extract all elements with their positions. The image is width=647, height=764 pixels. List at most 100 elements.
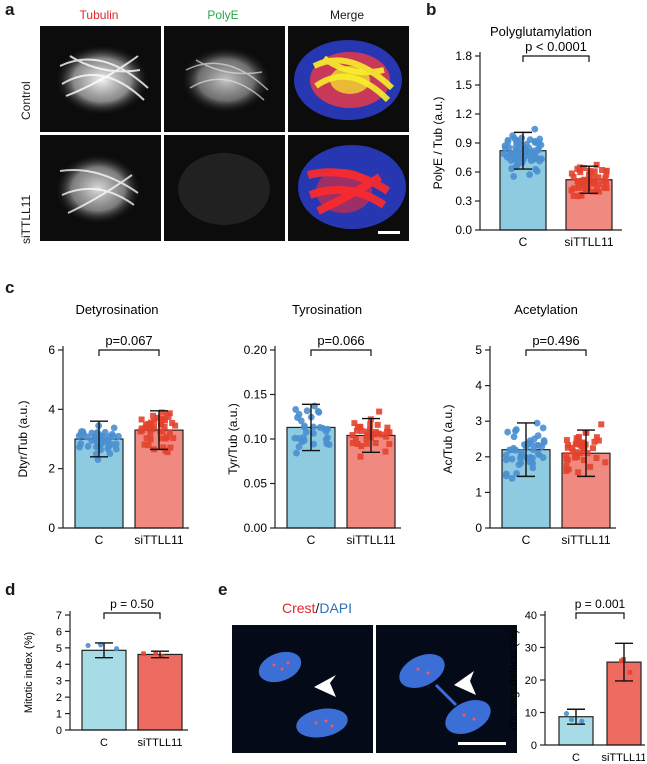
bar-control	[81, 649, 127, 731]
data-point	[358, 427, 365, 434]
data-point	[514, 137, 522, 145]
data-point	[150, 412, 157, 419]
data-point	[352, 435, 359, 442]
data-point	[533, 419, 541, 427]
y-tick-label: 0.0	[455, 223, 472, 237]
p-value-label: p=0.066	[317, 333, 364, 348]
stain-title: Crest/DAPI	[282, 600, 352, 616]
data-point	[383, 433, 390, 440]
data-point	[513, 470, 521, 477]
x-tick-label: siTTLL11	[564, 235, 613, 249]
data-point	[533, 167, 541, 175]
data-point	[322, 436, 330, 444]
chart-title: Acetylation	[514, 302, 578, 317]
data-point	[574, 178, 581, 185]
data-point	[106, 450, 114, 457]
data-point	[292, 406, 300, 413]
data-point	[563, 710, 570, 717]
data-point	[163, 434, 170, 441]
data-point	[578, 442, 585, 449]
data-point	[564, 444, 571, 451]
data-point	[77, 440, 85, 447]
data-point	[511, 151, 519, 159]
data-point	[169, 420, 176, 427]
data-point	[310, 440, 318, 448]
y-tick-label: 1.5	[455, 78, 472, 92]
micrograph-sittll11-polye	[164, 135, 285, 241]
data-point	[518, 448, 525, 456]
data-point	[109, 432, 117, 440]
chart-acetylation: Acetylation 0 1 2 3 4 5 Ac/Tub (a.u.) C siTTLL11 p…	[441, 302, 616, 547]
data-point	[349, 440, 356, 447]
p-value-label: p=0.067	[105, 333, 152, 348]
data-point	[164, 449, 171, 456]
y-axis-label: PolyE / Tub (a.u.)	[431, 97, 445, 190]
data-point	[170, 435, 177, 442]
y-axis-label: Mitotic index (%)	[23, 632, 35, 713]
data-point	[141, 441, 148, 448]
chart-polyglutamylation: Polyglutamylation 0.0 0.3 0.6 0.9 1.2 1.5 1.8 Po…	[431, 24, 622, 249]
data-point	[577, 450, 584, 457]
data-point	[568, 170, 575, 177]
significance-bracket	[575, 612, 625, 619]
data-point	[138, 425, 145, 432]
data-point	[580, 164, 587, 171]
data-point	[363, 428, 370, 435]
data-point	[92, 450, 100, 458]
data-point	[161, 423, 168, 430]
stain-separator: /	[315, 600, 320, 616]
y-tick-label: 1	[475, 485, 482, 499]
data-point	[161, 417, 168, 424]
data-point	[531, 125, 539, 133]
data-point	[539, 424, 547, 432]
data-point	[302, 428, 310, 436]
data-point	[158, 409, 165, 416]
y-tick-label: 0	[48, 521, 55, 535]
chart-mitotic-index: 0 1 2 3 4 5 6 7 Mitotic index (%) C siTTLL11 p = 0.…	[23, 597, 188, 749]
data-point	[591, 168, 598, 175]
significance-bracket	[310, 349, 372, 356]
data-point	[145, 442, 152, 449]
data-point	[137, 428, 144, 435]
y-tick-label: 6	[56, 626, 62, 638]
micrograph-control-tubulin	[40, 26, 161, 132]
y-tick-label: 7	[56, 610, 62, 622]
data-point	[85, 642, 91, 649]
data-point	[88, 437, 95, 444]
data-point	[510, 433, 518, 441]
data-point	[110, 424, 118, 432]
y-tick-label: 5	[56, 643, 62, 655]
p-value-label: p < 0.0001	[525, 39, 587, 54]
data-point	[574, 454, 581, 461]
data-point	[291, 434, 299, 442]
significance-bracket	[98, 349, 160, 356]
y-axis-label: Ac/Tub (a.u.)	[441, 405, 455, 474]
data-point	[593, 186, 600, 193]
data-point	[160, 444, 167, 451]
y-tick-label: 5	[475, 343, 482, 357]
y-tick-label: 0.05	[244, 477, 268, 491]
data-point	[365, 432, 372, 439]
data-point	[354, 441, 361, 448]
p-value-label: p=0.496	[532, 333, 579, 348]
data-point	[295, 443, 303, 451]
data-point	[589, 445, 596, 452]
data-point	[502, 456, 510, 464]
data-point	[79, 428, 87, 436]
data-point	[303, 407, 311, 415]
y-tick-label: 3	[56, 676, 62, 688]
chart-tyrosination: Tyrosination 0.00 0.05 0.10 0.15 0.20 Tyr/Tub …	[226, 302, 401, 547]
y-tick-label: 1	[56, 709, 62, 721]
data-point	[105, 443, 112, 451]
x-tick-label: C	[522, 533, 531, 547]
data-point	[563, 456, 570, 463]
data-point	[580, 457, 587, 464]
data-point	[603, 168, 610, 175]
data-point	[147, 436, 154, 443]
data-point	[570, 192, 577, 199]
y-tick-label: 2	[56, 692, 62, 704]
data-point	[598, 421, 605, 428]
panel-letter-e: e	[218, 580, 228, 599]
y-tick-label: 0.6	[455, 165, 472, 179]
data-point	[603, 185, 610, 192]
